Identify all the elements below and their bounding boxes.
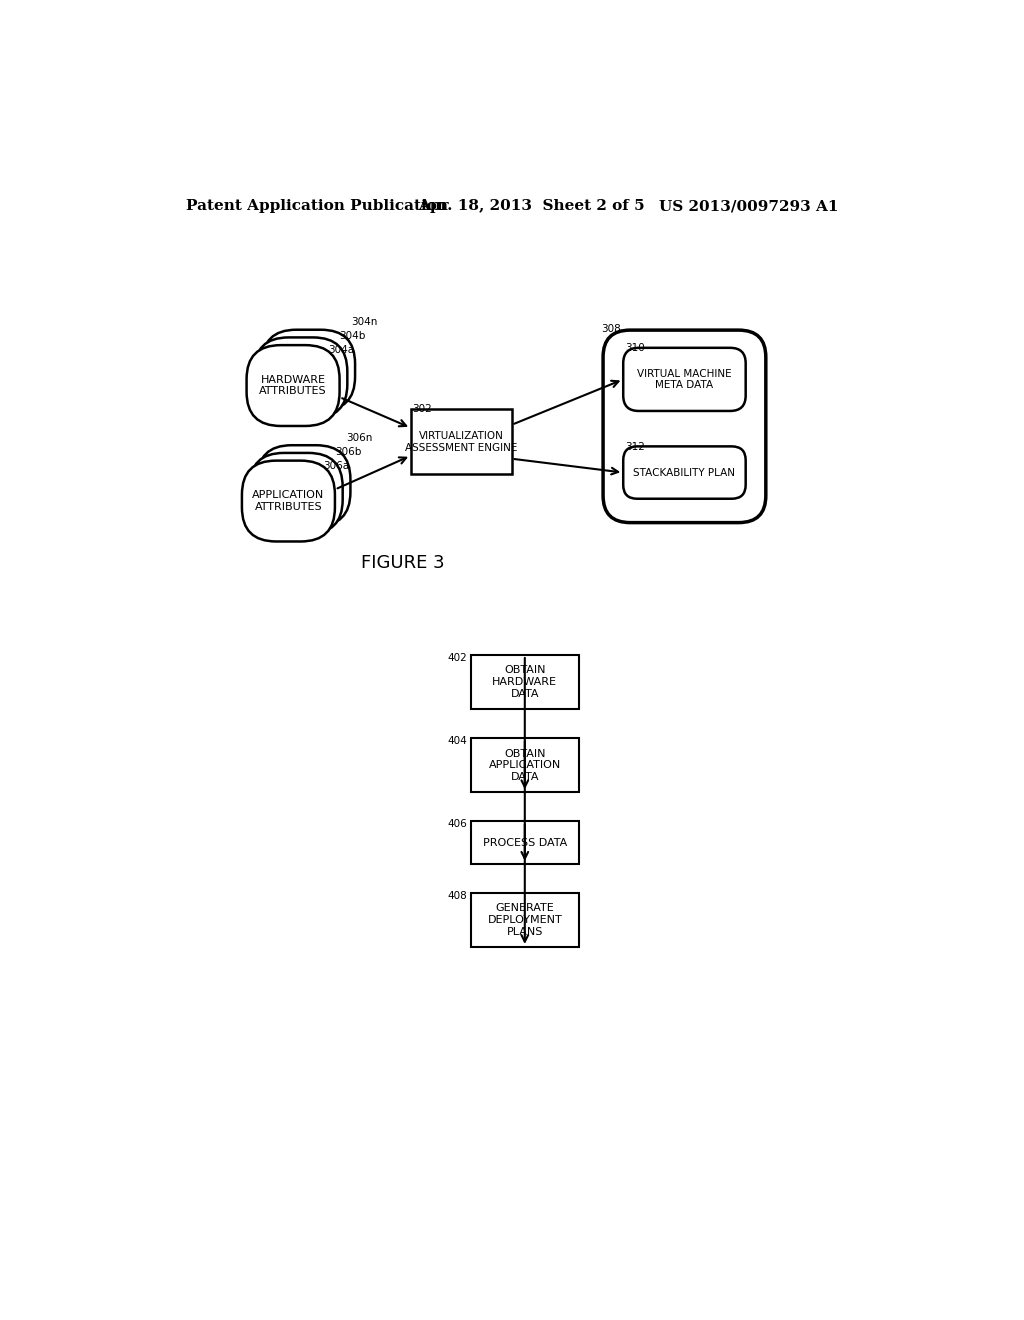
Text: 404: 404 [447, 737, 467, 746]
Text: US 2013/0097293 A1: US 2013/0097293 A1 [658, 199, 839, 213]
Text: 306b: 306b [335, 446, 361, 457]
Text: 304b: 304b [340, 331, 366, 342]
Text: 402: 402 [447, 653, 467, 663]
FancyBboxPatch shape [603, 330, 766, 523]
Text: VIRTUALIZATION
ASSESSMENT ENGINE: VIRTUALIZATION ASSESSMENT ENGINE [406, 430, 517, 453]
Bar [471, 894, 579, 946]
Text: 312: 312 [625, 442, 645, 451]
Text: 408: 408 [447, 891, 467, 900]
Text: VIRTUAL MACHINE
META DATA: VIRTUAL MACHINE META DATA [637, 368, 732, 391]
Text: FIGURE 4: FIGURE 4 [483, 846, 566, 863]
FancyBboxPatch shape [257, 445, 350, 527]
FancyBboxPatch shape [262, 330, 355, 411]
FancyBboxPatch shape [624, 446, 745, 499]
Text: 304a: 304a [328, 345, 354, 355]
FancyBboxPatch shape [624, 348, 745, 411]
Text: APPLICATION
ATTRIBUTES: APPLICATION ATTRIBUTES [252, 490, 325, 512]
Text: 306a: 306a [324, 461, 349, 471]
Text: 310: 310 [625, 343, 644, 354]
Text: 406: 406 [447, 818, 467, 829]
Bar [471, 738, 579, 792]
Bar [471, 655, 579, 709]
Text: Patent Application Publication: Patent Application Publication [186, 199, 449, 213]
Text: Apr. 18, 2013  Sheet 2 of 5: Apr. 18, 2013 Sheet 2 of 5 [419, 199, 645, 213]
Text: 306n: 306n [346, 433, 373, 444]
FancyBboxPatch shape [254, 338, 347, 418]
Text: 304n: 304n [351, 317, 378, 327]
Text: FIGURE 3: FIGURE 3 [361, 553, 445, 572]
Text: PROCESS DATA: PROCESS DATA [482, 838, 567, 847]
FancyBboxPatch shape [247, 345, 340, 426]
Text: 308: 308 [601, 323, 621, 334]
Bar [471, 821, 579, 863]
Bar [411, 409, 512, 474]
Text: OBTAIN
APPLICATION
DATA: OBTAIN APPLICATION DATA [488, 748, 561, 781]
Text: GENERATE
DEPLOYMENT
PLANS: GENERATE DEPLOYMENT PLANS [487, 903, 562, 936]
FancyBboxPatch shape [242, 461, 335, 541]
Text: 302: 302 [413, 404, 432, 414]
Text: OBTAIN
HARDWARE
DATA: OBTAIN HARDWARE DATA [493, 665, 557, 698]
Text: HARDWARE
ATTRIBUTES: HARDWARE ATTRIBUTES [259, 375, 327, 396]
FancyBboxPatch shape [250, 453, 343, 533]
Text: STACKABILITY PLAN: STACKABILITY PLAN [634, 467, 735, 478]
